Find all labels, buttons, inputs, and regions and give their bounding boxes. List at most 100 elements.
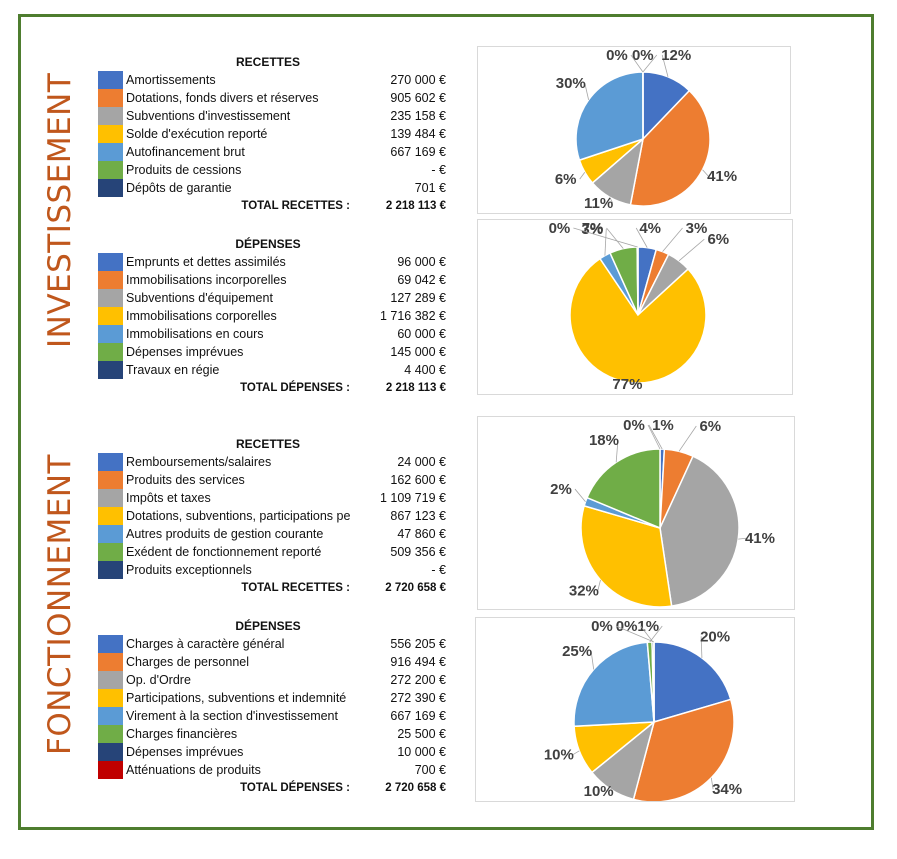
legend-swatch bbox=[98, 125, 123, 143]
row-value: 701 € bbox=[414, 181, 446, 195]
row-label: Dépenses imprévues bbox=[126, 745, 244, 759]
pie-slice bbox=[575, 71, 644, 162]
leader-line bbox=[642, 54, 658, 73]
row-label: Remboursements/salaires bbox=[126, 455, 272, 469]
leader-line bbox=[629, 382, 642, 385]
row-label: Charges financières bbox=[126, 727, 238, 741]
row-value: - € bbox=[431, 563, 446, 577]
pie-data-label: 3% bbox=[581, 221, 603, 238]
legend-swatch bbox=[98, 689, 123, 707]
legend-swatch bbox=[98, 107, 123, 125]
row-value: 556 205 € bbox=[390, 637, 446, 651]
table-row: Immobilisations corporelles 1 716 382 € bbox=[98, 307, 450, 325]
row-value: 10 000 € bbox=[397, 745, 446, 759]
row-label: Immobilisations en cours bbox=[126, 327, 264, 341]
row-label: Atténuations de produits bbox=[126, 763, 261, 777]
section-title-investissement: INVESTISSEMENT bbox=[42, 72, 78, 348]
row-label: Dépenses imprévues bbox=[126, 345, 244, 359]
row-label: Virement à la section d'investissement bbox=[126, 709, 338, 723]
legend-swatch bbox=[98, 671, 123, 689]
legend-swatch bbox=[98, 471, 123, 489]
total-value: 2 720 658 € bbox=[385, 782, 446, 794]
pie-slice bbox=[569, 257, 707, 384]
legend-swatch bbox=[98, 761, 123, 779]
leader-line bbox=[630, 54, 644, 73]
pie-data-label: 11% bbox=[584, 195, 613, 212]
table-row: Participations, subventions et indemnité… bbox=[98, 689, 450, 707]
pie-data-label: 18% bbox=[589, 432, 619, 449]
legend-swatch bbox=[98, 253, 123, 271]
leader-line bbox=[648, 424, 663, 450]
row-label: Subventions d'équipement bbox=[126, 291, 273, 305]
leader-line bbox=[678, 425, 697, 452]
row-label: Produits des services bbox=[126, 473, 245, 487]
pie-data-label: 0% bbox=[632, 47, 654, 64]
legend-swatch bbox=[98, 561, 123, 579]
row-value: 139 484 € bbox=[390, 127, 446, 141]
total-value: 2 218 113 € bbox=[385, 382, 446, 394]
total-row: TOTAL RECETTES : 2 218 113 € bbox=[98, 197, 450, 215]
pie-slice bbox=[636, 246, 639, 316]
pie-data-label: 0% bbox=[606, 47, 628, 64]
pie-data-label: 7% bbox=[582, 220, 604, 237]
leader-line bbox=[609, 196, 614, 204]
row-label: Amortissements bbox=[126, 73, 216, 87]
row-label: Dotations, fonds divers et réserves bbox=[126, 91, 319, 105]
row-label: Produits de cessions bbox=[126, 163, 242, 177]
table-row: Emprunts et dettes assimilés 96 000 € bbox=[98, 253, 450, 271]
legend-swatch bbox=[98, 653, 123, 671]
row-value: 47 860 € bbox=[397, 527, 446, 541]
table-heading: RECETTES bbox=[235, 437, 300, 451]
total-row: TOTAL DÉPENSES : 2 218 113 € bbox=[98, 379, 450, 397]
pie-data-label: 3% bbox=[686, 220, 708, 237]
row-value: 667 169 € bbox=[390, 709, 446, 723]
row-value: 145 000 € bbox=[390, 345, 446, 359]
legend-swatch bbox=[98, 635, 123, 653]
table-row: Exédent de fonctionnement reporté 509 356… bbox=[98, 543, 450, 561]
row-label: Dépôts de garantie bbox=[126, 181, 232, 195]
table-row: Op. d'Ordre 272 200 € bbox=[98, 671, 450, 689]
row-value: 69 042 € bbox=[397, 273, 446, 287]
row-value: 700 € bbox=[414, 763, 446, 777]
legend-swatch bbox=[98, 743, 123, 761]
leader-line bbox=[615, 439, 619, 463]
total-label: TOTAL RECETTES : bbox=[241, 200, 350, 212]
table-row: Produits exceptionnels - € bbox=[98, 561, 450, 579]
pie-data-label: 0% bbox=[616, 618, 638, 635]
row-label: Charges à caractère général bbox=[126, 637, 285, 651]
total-label: TOTAL RECETTES : bbox=[241, 582, 350, 594]
table-row: Charges financières 25 500 € bbox=[98, 725, 450, 743]
table-row: Produits de cessions - € bbox=[98, 161, 450, 179]
pie-slice bbox=[580, 504, 673, 608]
table-row: Immobilisations en cours 60 000 € bbox=[98, 325, 450, 343]
leader-line bbox=[574, 488, 586, 502]
row-label: Immobilisations incorporelles bbox=[126, 273, 287, 287]
row-label: Emprunts et dettes assimilés bbox=[126, 255, 286, 269]
row-value: 1 109 719 € bbox=[379, 491, 446, 505]
row-label: Autres produits de gestion courante bbox=[126, 527, 324, 541]
legend-swatch bbox=[98, 307, 123, 325]
leader-line bbox=[573, 227, 638, 248]
pie-slice bbox=[573, 641, 655, 728]
leader-line bbox=[700, 636, 703, 658]
total-label: TOTAL DÉPENSES : bbox=[240, 782, 350, 794]
pie-svg: 4% 3%6%77%3%7%0% bbox=[549, 220, 730, 393]
table-row: Solde d'exécution reporté 139 484 € bbox=[98, 125, 450, 143]
pie-data-label: 41% bbox=[745, 530, 775, 547]
table-row: Dotations, fonds divers et réserves 905 6… bbox=[98, 89, 450, 107]
leader-line bbox=[647, 424, 661, 450]
row-value: 905 602 € bbox=[390, 91, 446, 105]
row-label: Immobilisations corporelles bbox=[126, 309, 277, 323]
pie-data-label: 10% bbox=[544, 747, 574, 764]
row-value: 916 494 € bbox=[390, 655, 446, 669]
leader-line bbox=[584, 82, 590, 100]
leader-line bbox=[604, 228, 607, 256]
pie-data-label: 32% bbox=[569, 582, 599, 599]
row-label: Participations, subventions et indemnité bbox=[126, 691, 347, 705]
pie-slice bbox=[659, 455, 740, 607]
legend-swatch bbox=[98, 453, 123, 471]
table-row: Autofinancement brut 667 169 € bbox=[98, 143, 450, 161]
row-value: 1 716 382 € bbox=[379, 309, 446, 323]
legend-swatch bbox=[98, 489, 123, 507]
table-heading: DÉPENSES bbox=[235, 619, 301, 633]
